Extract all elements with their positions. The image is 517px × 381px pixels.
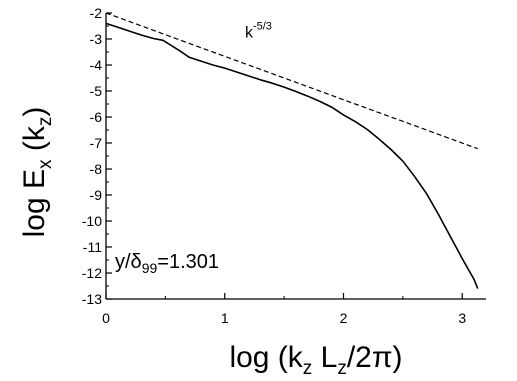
y-tick-label: -5	[90, 83, 103, 99]
position-annotation: y/δ99=1.301	[115, 251, 219, 276]
y-axis-title: log Ex (kz)	[18, 107, 56, 238]
y-axis-ticks: -2 -3 -4 -5 -6 -7 -8 -9 -10 -11 -12 -13	[82, 5, 112, 307]
x-tick-label: 3	[458, 310, 466, 326]
y-tick-label: -6	[90, 109, 103, 125]
y-tick-label: -8	[90, 161, 103, 177]
y-tick-label: -10	[82, 213, 102, 229]
x-axis-title-sub1: z	[303, 358, 313, 379]
y-axis-title-pre: log E	[18, 169, 51, 237]
x-tick-label: 0	[102, 310, 110, 326]
y-tick-label: -13	[82, 291, 102, 307]
slope-base: k	[245, 25, 254, 42]
spectrum-line	[105, 22, 479, 289]
y-axis-title-mid: (k	[18, 125, 51, 159]
y-tick-label: -9	[90, 187, 103, 203]
y-axis-title-sub1: x	[35, 159, 56, 169]
y-tick-label: -12	[82, 265, 102, 281]
y-tick-label: -11	[83, 239, 102, 255]
series-group	[105, 12, 479, 289]
x-axis-title-pre: log (k	[229, 341, 303, 374]
x-tick-label: 1	[221, 310, 229, 326]
position-annotation-pre: y/δ	[115, 251, 142, 273]
position-annotation-sub: 99	[142, 260, 158, 276]
slope-exponent: -5/3	[253, 21, 272, 33]
x-tick-label: 2	[340, 310, 348, 326]
x-axis-title: log (kz Lz/2π)	[229, 341, 402, 379]
slope-annotation: k-5/3	[245, 21, 272, 42]
x-axis-title-post: /2π)	[347, 341, 403, 374]
y-tick-label: -7	[90, 135, 103, 151]
dashed-reference-line	[105, 12, 478, 150]
y-axis-title-sub2: z	[35, 117, 56, 127]
y-tick-label: -4	[90, 57, 103, 73]
y-tick-label: -2	[90, 5, 103, 21]
y-axis-title-post: )	[18, 107, 51, 117]
y-tick-label: -3	[90, 31, 103, 47]
x-axis-title-sub2: z	[337, 358, 347, 379]
x-axis-title-mid: L	[312, 341, 337, 374]
x-axis-ticks: 0 1 2 3	[102, 293, 466, 326]
position-annotation-post: =1.301	[157, 251, 219, 273]
